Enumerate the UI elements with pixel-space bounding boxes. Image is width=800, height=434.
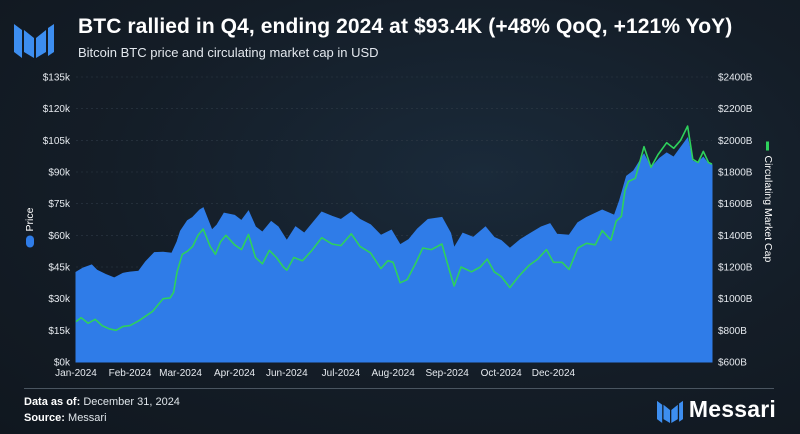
y-left-tick-6: $90k xyxy=(48,168,71,179)
y-right-tick-7: $2000B xyxy=(718,136,753,147)
x-tick-2: Mar-2024 xyxy=(159,368,202,379)
data-as-of: Data as of: December 31, 2024 xyxy=(24,396,180,408)
y-left-tick-1: $15k xyxy=(48,326,71,337)
y-left-axis-title: Price xyxy=(24,207,36,248)
y-right-tick-2: $1000B xyxy=(718,294,753,305)
footer-divider xyxy=(24,388,774,389)
price-area xyxy=(75,137,713,363)
source-label: Source: xyxy=(24,412,65,424)
source-value: Messari xyxy=(68,412,107,424)
chart-title: BTC rallied in Q4, ending 2024 at $93.4K… xyxy=(78,15,733,38)
y-right-tick-0: $600B xyxy=(718,358,747,369)
y-left-tick-7: $105k xyxy=(43,136,71,147)
y-right-axis-label: Circulating Market Cap xyxy=(762,156,774,263)
source: Source: Messari xyxy=(24,412,107,424)
chart-subtitle: Bitcoin BTC price and circulating market… xyxy=(78,45,379,60)
btc-chart: $0k $15k $30k $45k $60k $75k $90k $105k $120k $13… xyxy=(24,72,774,379)
y-right-tick-5: $1600B xyxy=(718,199,753,210)
x-tick-9: Dec-2024 xyxy=(532,368,576,379)
messari-brand-icon xyxy=(656,400,683,423)
y-left-tick-3: $45k xyxy=(48,263,71,274)
brand: Messari xyxy=(656,396,776,423)
market-cap-legend-marker xyxy=(766,141,769,151)
x-tick-8: Oct-2024 xyxy=(481,368,523,379)
y-left-axis-label: Price xyxy=(24,207,36,231)
y-right-tick-6: $1800B xyxy=(718,168,753,179)
data-as-of-label: Data as of: xyxy=(24,396,81,408)
y-left-tick-9: $135k xyxy=(43,73,71,84)
y-left-tick-2: $30k xyxy=(48,294,71,305)
y-right-tick-1: $800B xyxy=(718,326,747,337)
y-left-tick-4: $60k xyxy=(48,231,71,242)
x-tick-3: Apr-2024 xyxy=(214,368,256,379)
x-tick-6: Aug-2024 xyxy=(371,368,415,379)
y-right-tick-4: $1400B xyxy=(718,231,753,242)
x-tick-7: Sep-2024 xyxy=(425,368,469,379)
messari-logo-icon xyxy=(14,24,54,58)
x-tick-4: Jun-2024 xyxy=(266,368,308,379)
y-right-tick-9: $2400B xyxy=(718,73,753,84)
x-tick-0: Jan-2024 xyxy=(55,368,97,379)
market-cap-line xyxy=(75,125,713,332)
data-as-of-value: December 31, 2024 xyxy=(83,396,180,408)
x-tick-5: Jul-2024 xyxy=(322,368,361,379)
y-right-tick-8: $2200B xyxy=(718,104,753,115)
y-left-tick-8: $120k xyxy=(43,104,71,115)
brand-name: Messari xyxy=(688,396,776,422)
price-legend-marker xyxy=(26,235,34,248)
y-right-tick-3: $1200B xyxy=(718,263,753,274)
y-left-tick-0: $0k xyxy=(54,358,71,369)
y-right-axis-title: Circulating Market Cap xyxy=(762,141,774,263)
x-tick-1: Feb-2024 xyxy=(109,368,152,379)
y-left-tick-5: $75k xyxy=(48,199,71,210)
